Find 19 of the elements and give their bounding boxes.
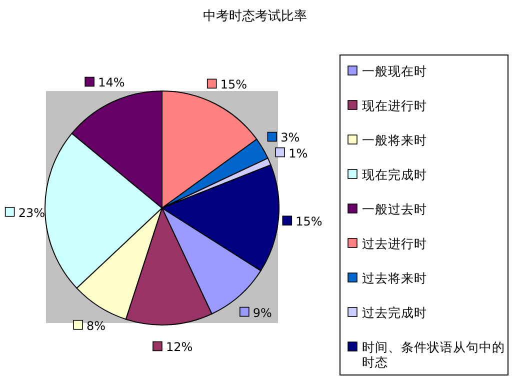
data-label: 1% (288, 146, 308, 160)
legend-label: 一般现在时 (362, 64, 427, 78)
data-label: 15% (220, 78, 248, 92)
legend-label: 现在进行时 (362, 98, 427, 113)
legend-label: 一般过去时 (362, 202, 427, 216)
data-label: 12% (166, 340, 193, 354)
chart-title: 中考时态考试比率 (203, 8, 307, 24)
legend-label: 过去完成时 (362, 305, 427, 320)
data-label: 9% (252, 306, 272, 320)
legend-label: 现在完成时 (362, 167, 427, 182)
legend-label: 时间、条件状语从句中的时态 (362, 340, 505, 370)
legend-label: 一般将来时 (362, 132, 427, 148)
data-label: 14% (98, 76, 125, 90)
legend-label: 过去进行时 (362, 236, 427, 251)
data-label: 15% (296, 214, 322, 229)
legend-label: 过去将来时 (362, 270, 427, 286)
data-label: 3% (280, 130, 300, 145)
data-label: 8% (86, 318, 106, 333)
data-label: 23% (18, 206, 45, 220)
